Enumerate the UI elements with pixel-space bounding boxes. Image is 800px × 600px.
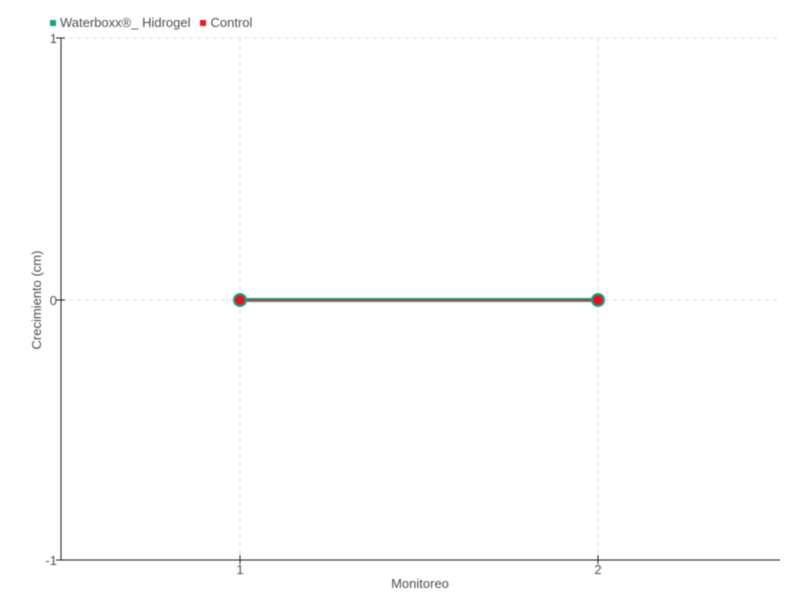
svg-text:Monitoreo: Monitoreo xyxy=(391,576,449,591)
svg-text:0: 0 xyxy=(50,293,57,308)
svg-text:-1: -1 xyxy=(45,553,57,568)
svg-text:2: 2 xyxy=(594,562,601,577)
svg-text:1: 1 xyxy=(236,562,243,577)
svg-text:Crecimiento (cm): Crecimiento (cm) xyxy=(29,251,44,350)
svg-text:1: 1 xyxy=(50,31,57,46)
